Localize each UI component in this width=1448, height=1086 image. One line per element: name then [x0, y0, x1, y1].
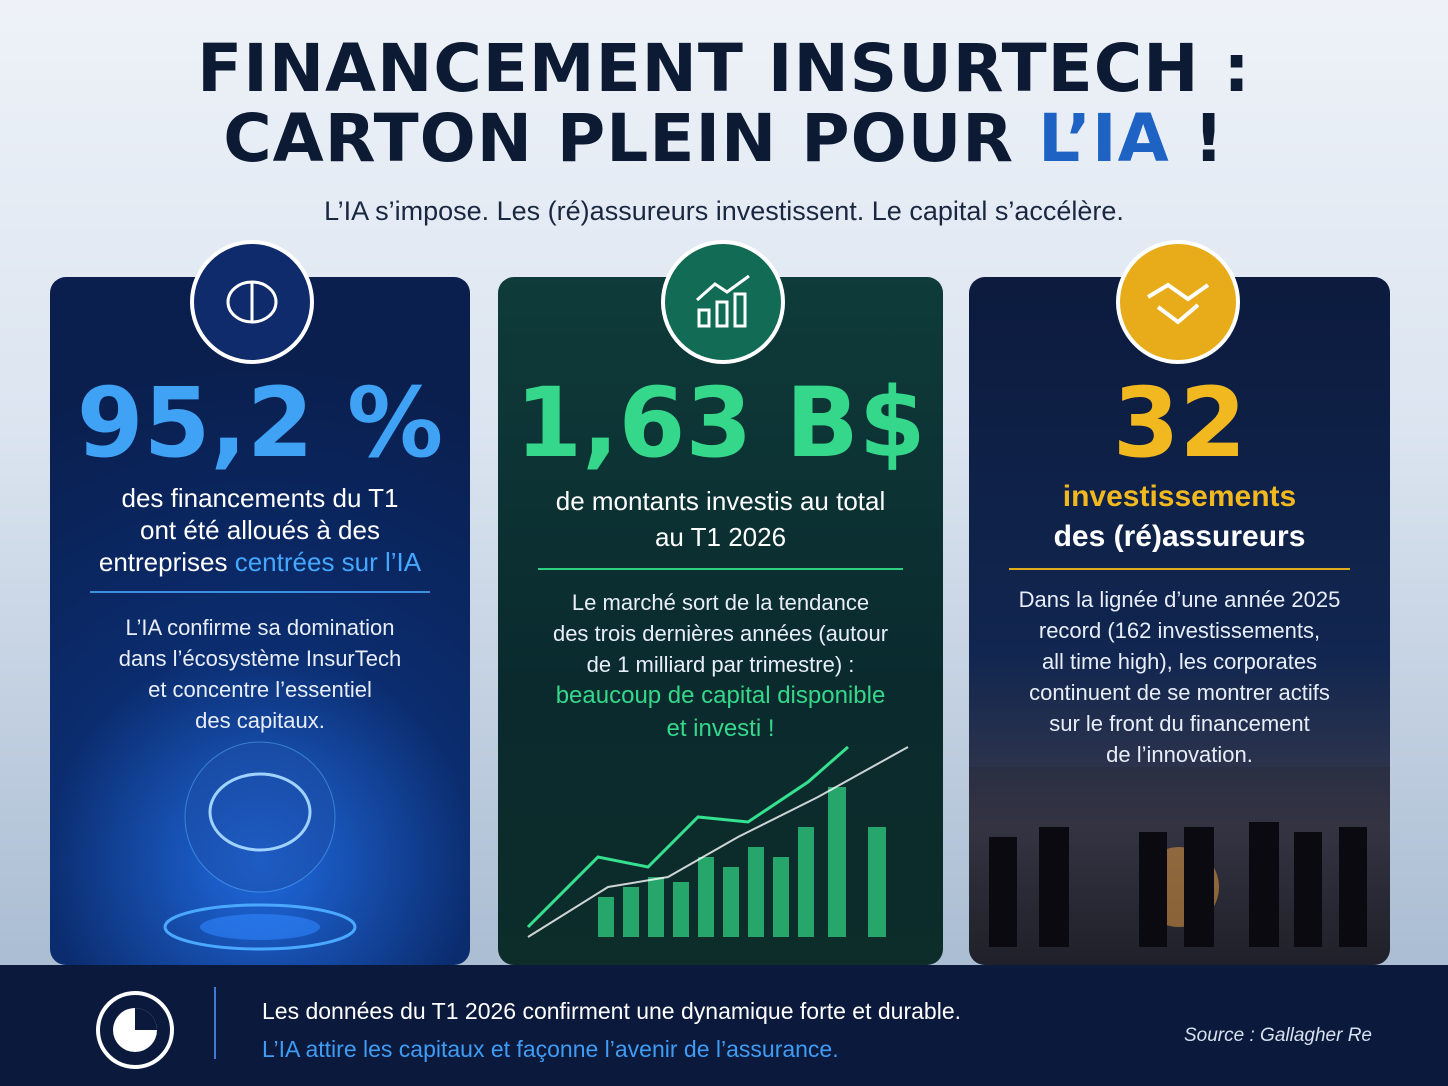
desc-highlight: centrées sur l’IA: [234, 547, 422, 577]
note-highlight: beaucoup de capital disponible: [555, 682, 886, 709]
desc-part: entreprises: [98, 547, 235, 577]
desc-line: au T1 2026: [654, 522, 787, 552]
note-line: des capitaux.: [195, 708, 325, 733]
desc-highlight: investissements: [1062, 480, 1297, 513]
stat: 32: [1112, 367, 1247, 479]
pie-icon: [96, 991, 174, 1069]
note-line: all time high), les corporates: [1041, 649, 1318, 674]
footer: Les données du T1 2026 confirment une dy…: [0, 965, 1448, 1086]
card: 32 investissements des (ré)assureurs Dan…: [969, 277, 1390, 965]
note-line: dans l’écosystème InsurTech: [118, 646, 402, 671]
note-line: Le marché sort de la tendance: [571, 590, 870, 615]
title-line: FINANCEMENT INSURTECH :: [197, 30, 1251, 107]
source: Source : Gallagher Re: [1184, 1025, 1372, 1046]
note-line: record (162 investissements,: [1038, 618, 1321, 643]
note-line: Dans la lignée d’une année 2025: [1018, 587, 1341, 612]
brain-illustration: [163, 741, 357, 951]
title-part: !: [1169, 100, 1225, 177]
note-line: et concentre l’essentiel: [148, 677, 372, 702]
desc-line: des financements du T1: [121, 483, 399, 513]
title-line: CARTON PLEIN POUR L’IA !: [0, 100, 1448, 177]
brain-icon: [190, 240, 314, 364]
divider: [538, 568, 903, 570]
note-line: L’IA confirme sa domination: [125, 615, 395, 640]
separator: [214, 987, 216, 1059]
desc-line: de montants investis au total: [555, 486, 886, 516]
growth-illustration: [526, 745, 909, 938]
desc-line: entreprises centrées sur l’IA: [50, 546, 470, 578]
note-line: de l’innovation.: [1106, 742, 1253, 767]
handshake-icon: [1116, 240, 1240, 364]
note-line: sur le front du financement: [1049, 711, 1310, 736]
note-line: des trois dernières années (autour: [552, 621, 889, 646]
people-illustration: [969, 767, 1390, 965]
desc-line: des (ré)assureurs: [1053, 520, 1306, 553]
divider: [1009, 568, 1350, 570]
title-highlight: L’IA: [1038, 100, 1170, 177]
note-highlight: et investi !: [666, 715, 775, 742]
stat: 1,63 B$: [515, 367, 926, 479]
chart-icon: [661, 240, 785, 364]
stat: 95,2 %: [76, 367, 444, 479]
title-part: CARTON PLEIN POUR: [223, 100, 1039, 177]
card: 1,63 B$ de montants investis au total au…: [498, 277, 943, 965]
note-line: de 1 milliard par trimestre) :: [586, 652, 855, 677]
desc-line: ont été alloués à des: [140, 515, 380, 545]
subtitle: L’IA s’impose. Les (ré)assureurs investi…: [324, 196, 1124, 226]
divider: [90, 591, 430, 593]
footer-line: L’IA attire les capitaux et façonne l’av…: [262, 1036, 839, 1062]
card: 95,2 % des financements du T1 ont été al…: [50, 277, 470, 965]
note-line: continuent de se montrer actifs: [1029, 680, 1330, 705]
footer-line: Les données du T1 2026 confirment une dy…: [262, 998, 961, 1024]
